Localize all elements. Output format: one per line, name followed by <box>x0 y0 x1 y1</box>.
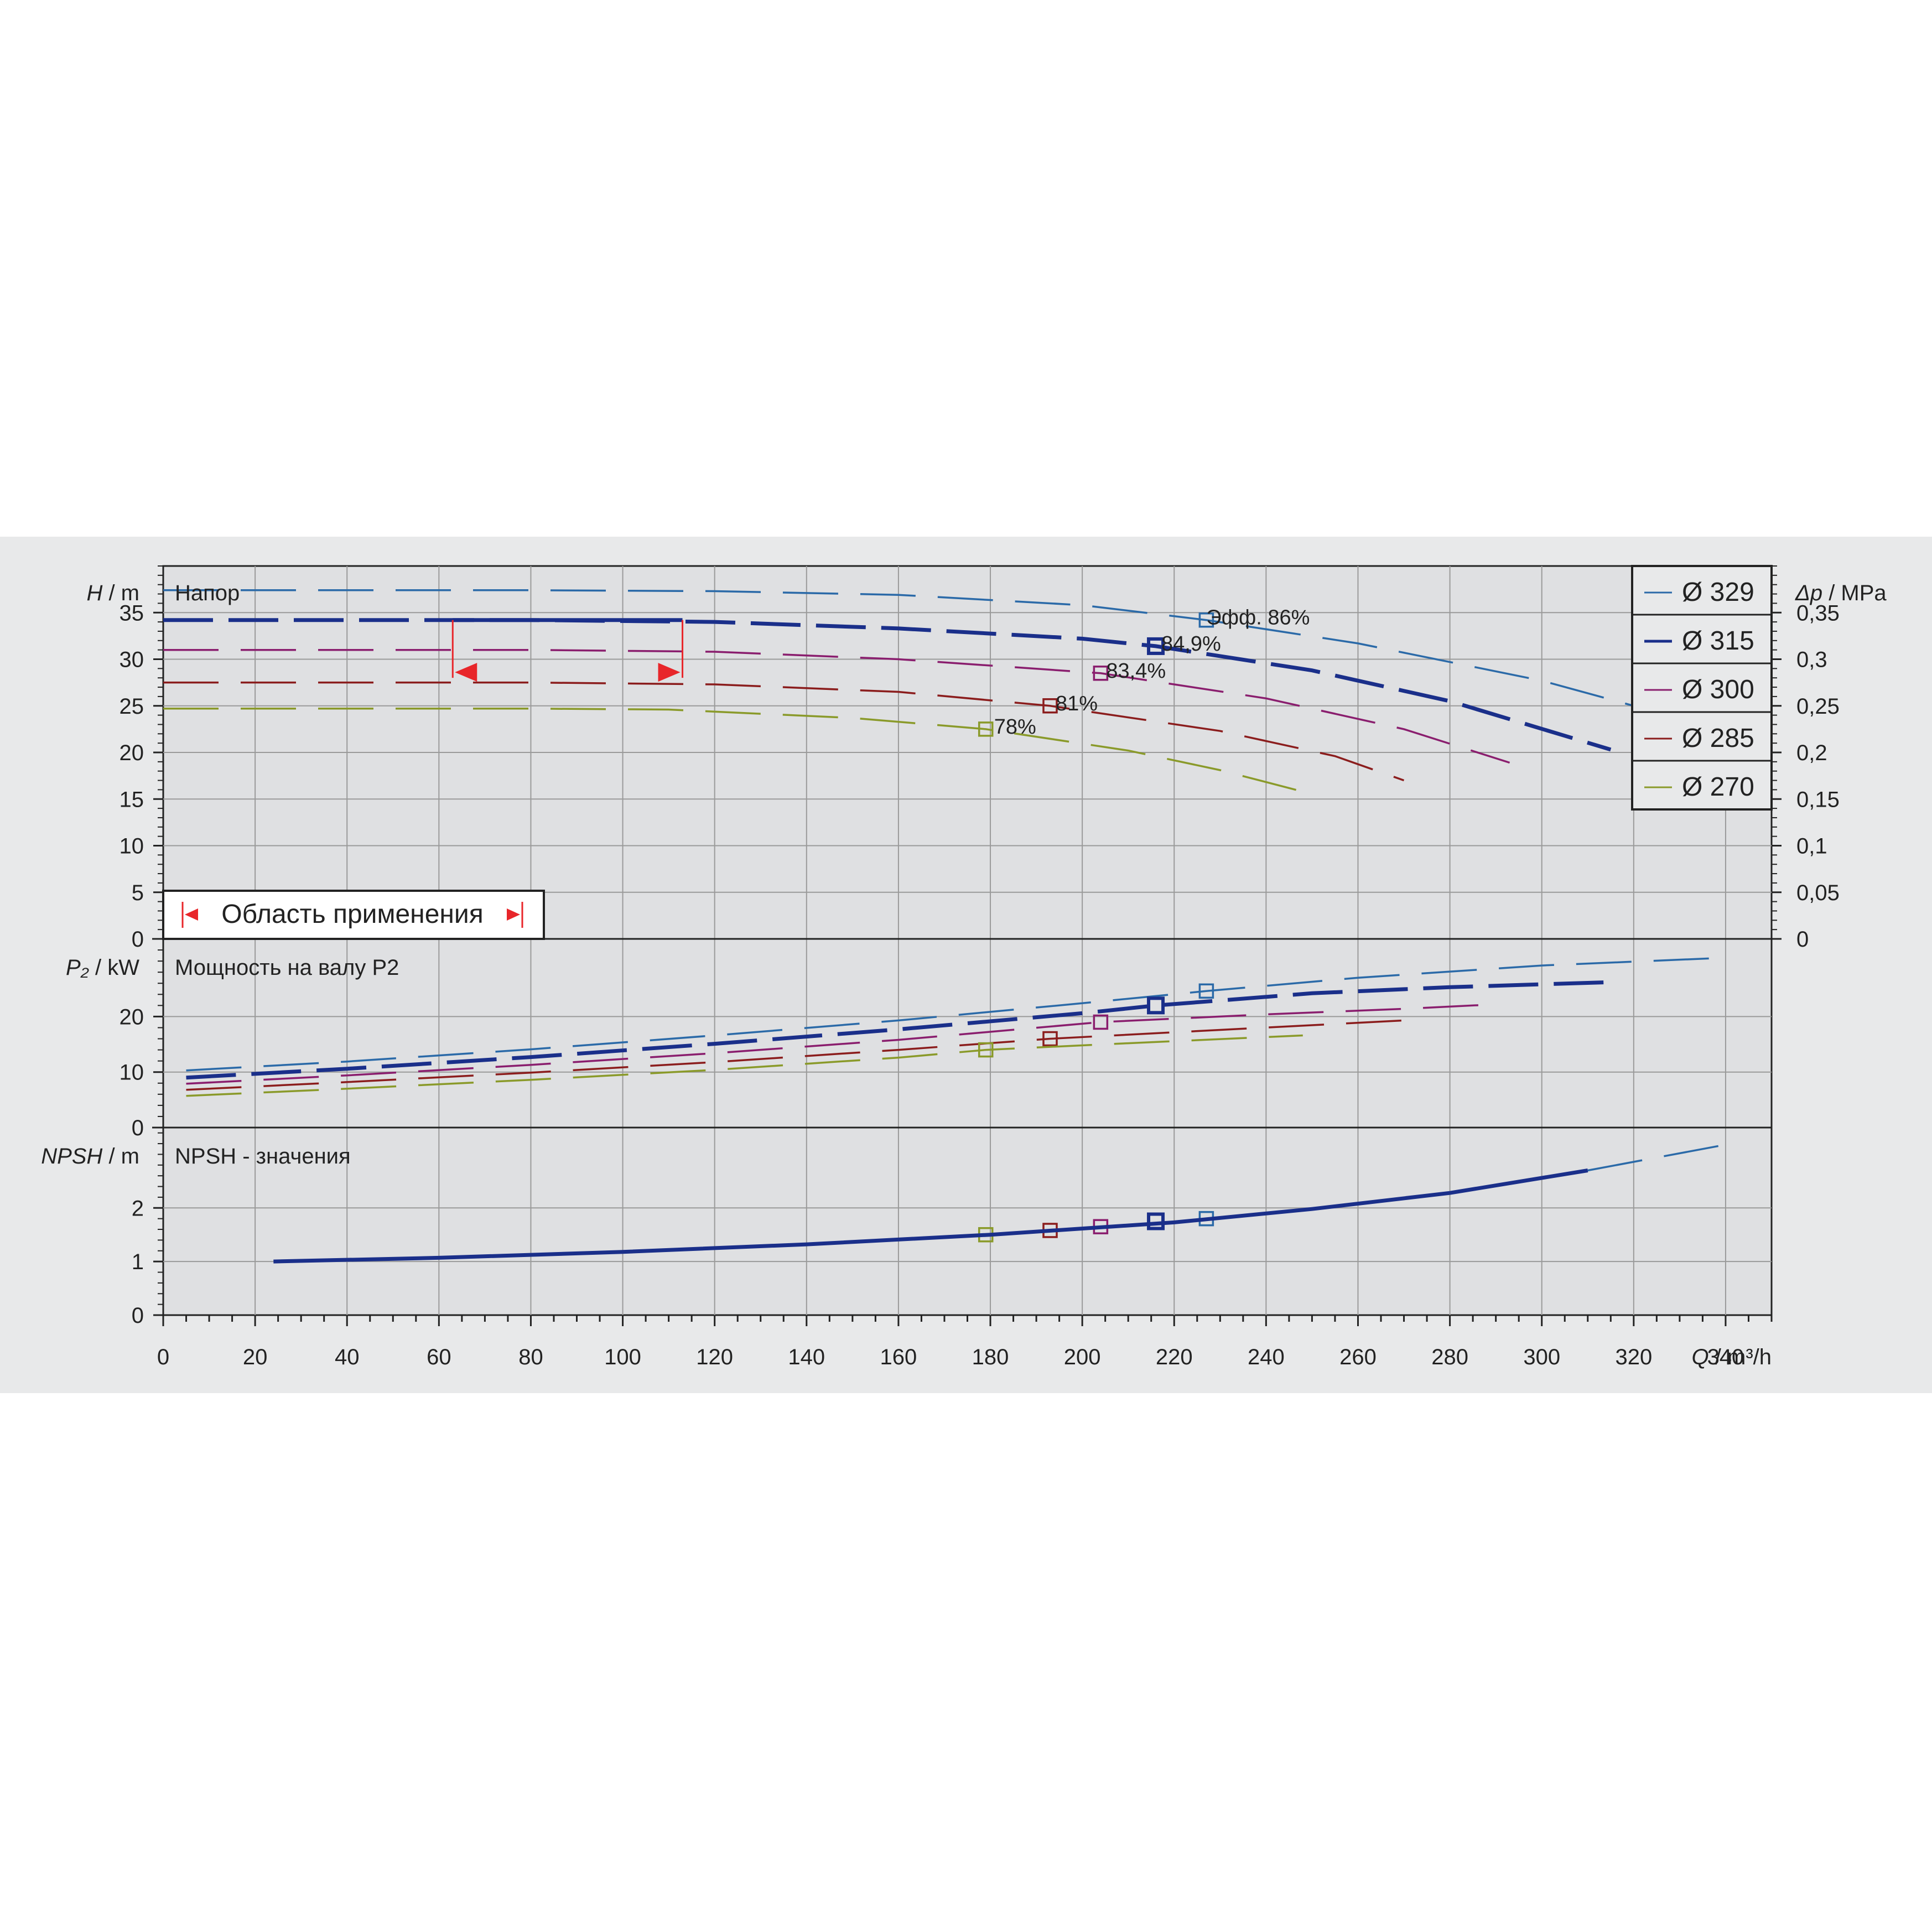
head-curve <box>163 589 1726 732</box>
y-tick-label: 1 <box>132 1250 144 1274</box>
x-tick-label: 100 <box>604 1345 641 1369</box>
y-tick-label: 10 <box>120 834 144 859</box>
right-tick-label: 0,25 <box>1796 694 1840 719</box>
y-tick-label: 35 <box>120 601 144 625</box>
bep-marker <box>1093 666 1109 681</box>
y-axis-title-npsh: NPSH / m <box>41 1144 139 1168</box>
application-range-box-label: Область применения <box>221 900 483 929</box>
x-tick-label: 300 <box>1523 1345 1560 1369</box>
series-0 <box>163 589 1726 1227</box>
x-tick-label: 20 <box>243 1345 268 1369</box>
bep-marker <box>978 721 994 737</box>
right-tick-label: 0,15 <box>1796 787 1840 812</box>
application-range-left-arrow <box>455 663 477 682</box>
npsh-curve-extension <box>1587 1144 1726 1172</box>
y-tick-label: 0 <box>132 1303 144 1328</box>
y-tick-label: 20 <box>120 1005 144 1029</box>
bep-marker <box>1147 996 1165 1015</box>
x-tick-label: 40 <box>335 1345 360 1369</box>
x-tick-label: 0 <box>157 1345 169 1369</box>
panel-title-npsh: NPSH - значения <box>175 1144 351 1168</box>
x-tick-label: 140 <box>788 1345 825 1369</box>
efficiency-label: Эфф. 86% <box>1206 606 1310 630</box>
right-tick-label: 0,35 <box>1796 601 1840 625</box>
efficiency-label: 84,9% <box>1161 632 1221 656</box>
application-range-box-arrow-left <box>185 908 198 921</box>
right-tick-label: 0,2 <box>1796 741 1827 765</box>
bep-marker <box>1198 983 1214 999</box>
legend-frame <box>1631 565 1773 811</box>
x-tick-label: 200 <box>1064 1345 1101 1369</box>
bep-marker <box>1198 612 1214 628</box>
application-range-box-arrow-right <box>507 908 520 921</box>
y-axis-title-head: H / m <box>86 581 139 605</box>
power-curve <box>186 1003 1496 1085</box>
bep-marker <box>978 1042 994 1058</box>
right-tick-label: 0,1 <box>1796 834 1827 859</box>
application-range-box: Область применения <box>162 890 545 940</box>
head-curve <box>163 681 1405 782</box>
efficiency-label: 83,4% <box>1106 659 1166 683</box>
x-tick-label: 180 <box>972 1345 1009 1369</box>
y-tick-label: 2 <box>132 1196 144 1221</box>
efficiency-label: 81% <box>1056 692 1098 715</box>
x-tick-label: 280 <box>1431 1345 1468 1369</box>
npsh-curve <box>273 1168 1588 1264</box>
right-tick-label: 0,05 <box>1796 881 1840 905</box>
y-tick-label: 10 <box>120 1061 144 1085</box>
legend-entry: Ø 315 <box>1682 626 1754 656</box>
panel-title-power: Мощность на валу P2 <box>175 955 399 980</box>
y-tick-label: 15 <box>120 787 144 812</box>
bep-marker <box>1042 698 1058 714</box>
y-tick-label: 20 <box>120 741 144 765</box>
x-tick-label: 80 <box>518 1345 543 1369</box>
x-axis-title: Q / m³/h <box>1692 1345 1772 1369</box>
x-tick-label: 60 <box>427 1345 451 1369</box>
x-tick-label: 120 <box>696 1345 733 1369</box>
application-range-right-arrow <box>658 663 681 682</box>
right-axis-title: Δp / MPa <box>1795 581 1887 605</box>
head-curve <box>163 618 1612 752</box>
y-tick-label: 0 <box>132 927 144 952</box>
y-tick-label: 5 <box>132 881 144 905</box>
power-curve <box>186 1034 1303 1097</box>
x-tick-label: 320 <box>1615 1345 1652 1369</box>
y-axis-title-power: P₂ / kW <box>66 955 139 980</box>
power-curve <box>186 1019 1404 1091</box>
y-tick-label: 30 <box>120 648 144 672</box>
head-curve <box>163 648 1510 764</box>
power-curve <box>186 957 1726 1072</box>
efficiency-label: 78% <box>994 715 1036 739</box>
y-tick-label: 0 <box>132 1116 144 1140</box>
right-tick-label: 0 <box>1796 927 1809 952</box>
panel-title-head: Напор <box>175 581 240 605</box>
legend-entry: Ø 300 <box>1682 675 1754 704</box>
x-tick-label: 240 <box>1248 1345 1285 1369</box>
head-curve <box>163 708 1303 793</box>
legend-entry: Ø 329 <box>1682 578 1754 607</box>
series-1 <box>163 618 1612 1230</box>
bep-marker <box>1042 1031 1058 1047</box>
x-tick-label: 220 <box>1156 1345 1193 1369</box>
bep-marker <box>1147 637 1165 655</box>
x-tick-label: 260 <box>1339 1345 1377 1369</box>
x-tick-label: 340 <box>1707 1345 1744 1369</box>
y-tick-label: 25 <box>120 694 144 719</box>
series-3 <box>163 681 1405 1238</box>
legend-entry: Ø 270 <box>1682 772 1754 802</box>
bep-marker <box>1093 1014 1109 1030</box>
x-tick-label: 160 <box>880 1345 917 1369</box>
plot-area <box>162 565 1773 1316</box>
power-curve <box>186 980 1611 1080</box>
application-range-box-frame <box>162 890 545 940</box>
right-tick-label: 0,3 <box>1796 648 1827 672</box>
legend-entry: Ø 285 <box>1682 724 1754 753</box>
